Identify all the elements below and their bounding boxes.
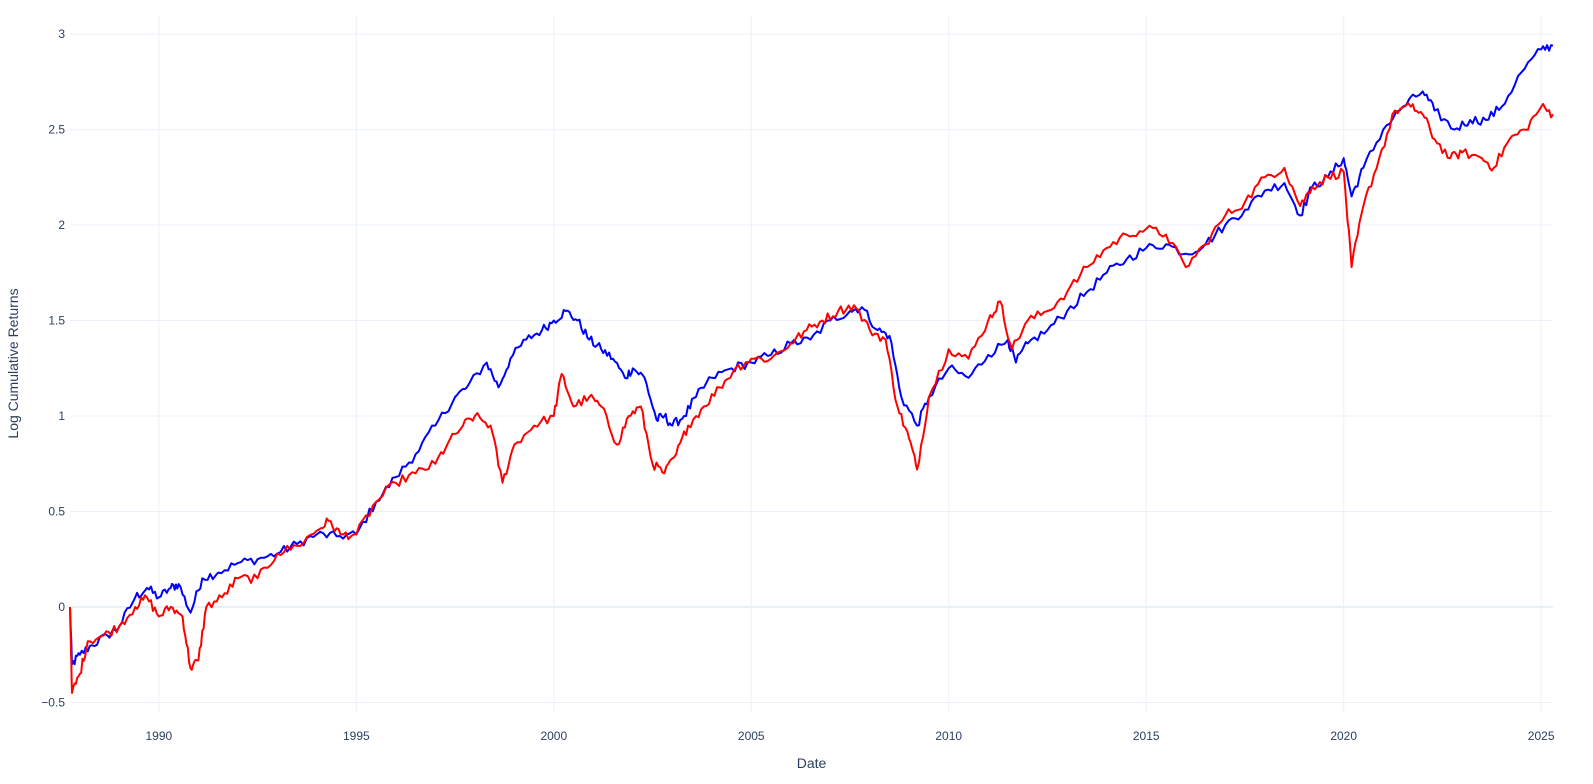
y-tick-label: 0 (58, 600, 65, 614)
x-tick-label: 2010 (935, 729, 962, 743)
y-tick-label: 2 (58, 218, 65, 232)
x-tick-label: 1995 (343, 729, 370, 743)
y-tick-label: 1.5 (48, 314, 65, 328)
y-tick-label: 3 (58, 27, 65, 41)
series-lines (69, 44, 1554, 694)
y-tick-label: 1 (58, 409, 65, 423)
x-tick-label: 2005 (738, 729, 765, 743)
y-axis-title: Log Cumulative Returns (5, 288, 21, 438)
x-tick-label: 2000 (540, 729, 567, 743)
grid (70, 15, 1553, 712)
y-tick-label: −0.5 (41, 695, 65, 709)
red-series-line (69, 102, 1554, 694)
y-tick-label: 0.5 (48, 504, 65, 518)
x-tick-label: 1990 (146, 729, 173, 743)
x-tick-label: 2025 (1528, 729, 1555, 743)
x-tick-label: 2020 (1330, 729, 1357, 743)
y-tick-label: 2.5 (48, 123, 65, 137)
x-tick-label: 2015 (1133, 729, 1160, 743)
x-axis-title: Date (797, 755, 827, 771)
tick-labels: −0.5 0 0.5 1 1.5 2 2.5 3 1990 1995 2000 2005 2010 201… (41, 27, 1555, 743)
blue-series-line (69, 44, 1554, 666)
